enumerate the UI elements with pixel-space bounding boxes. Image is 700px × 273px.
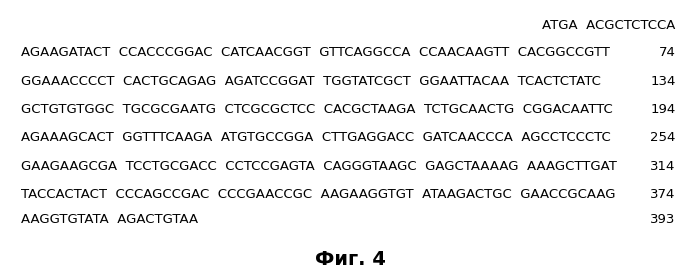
- Text: 314: 314: [650, 159, 676, 173]
- Text: 374: 374: [650, 188, 676, 201]
- Text: GCTGTGTGGC  TGCGCGAATG  CTCGCGCTCC  CACGCTAAGA  TCTGCAACTG  CGGACAATTC: GCTGTGTGGC TGCGCGAATG CTCGCGCTCC CACGCTA…: [21, 103, 612, 116]
- Text: AGAAGATACT  CCACCCGGAC  CATCAACGGT  GTTCAGGCCA  CCAACAAGTT  CACGGCCGTT: AGAAGATACT CCACCCGGAC CATCAACGGT GTTCAGG…: [21, 46, 610, 59]
- Text: GGAAACCCCT  CACTGCAGAG  AGATCCGGAT  TGGTATCGCT  GGAATTACAA  TCACTCTATC: GGAAACCCCT CACTGCAGAG AGATCCGGAT TGGTATC…: [21, 75, 601, 88]
- Text: 74: 74: [659, 46, 676, 59]
- Text: ATGA  ACGCTCTCCA: ATGA ACGCTCTCCA: [542, 19, 676, 32]
- Text: AAGGTGTATA  AGACTGTAA: AAGGTGTATA AGACTGTAA: [21, 213, 198, 226]
- Text: GAAGAAGCGA  TCCTGCGACC  CCTCCGAGTA  CAGGGTAAGC  GAGCTAAAAG  AAAGCTTGAT: GAAGAAGCGA TCCTGCGACC CCTCCGAGTA CAGGGTA…: [21, 159, 617, 173]
- Text: TACCACTACT  CCCAGCCGAC  CCCGAACCGC  AAGAAGGTGT  ATAAGACTGC  GAACCGCAAG: TACCACTACT CCCAGCCGAC CCCGAACCGC AAGAAGG…: [21, 188, 615, 201]
- Text: 194: 194: [650, 103, 676, 116]
- Text: 134: 134: [650, 75, 676, 88]
- Text: AGAAAGCACT  GGTTTCAAGA  ATGTGCCGGA  CTTGAGGACC  GATCAACCCA  AGCCTCCCTC: AGAAAGCACT GGTTTCAAGA ATGTGCCGGA CTTGAGG…: [21, 131, 610, 144]
- Text: Фиг. 4: Фиг. 4: [314, 250, 386, 269]
- Text: 393: 393: [650, 213, 676, 226]
- Text: 254: 254: [650, 131, 676, 144]
